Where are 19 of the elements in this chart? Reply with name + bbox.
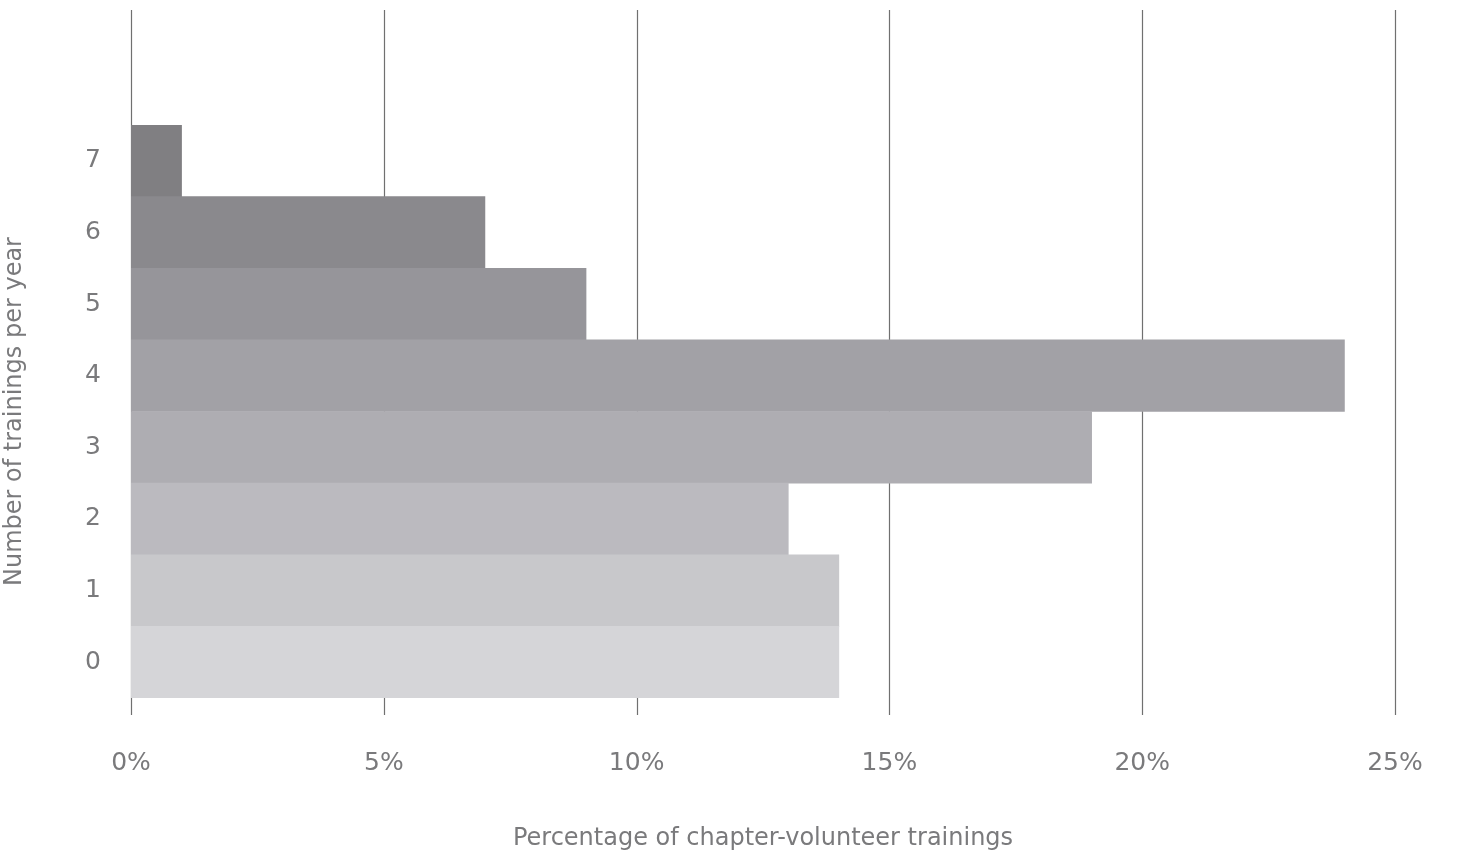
x-tick-label: 10% — [608, 746, 665, 776]
x-tick-label: 5% — [363, 746, 404, 776]
y-tick-label: 7 — [85, 144, 101, 174]
bar — [131, 482, 789, 556]
bar — [131, 554, 840, 627]
y-tick-label: 4 — [85, 359, 101, 389]
x-tick-label: 20% — [1114, 746, 1170, 776]
x-tick-label: 0% — [111, 746, 151, 776]
y-axis-title: Number of trainings per year — [0, 236, 27, 586]
x-axis-title: Percentage of chapter-volunteer trainings — [512, 822, 1014, 851]
y-tick-label: 1 — [85, 574, 101, 604]
y-tick-label: 2 — [85, 502, 101, 532]
x-tick-label: 15% — [861, 746, 918, 776]
y-tick-label: 3 — [85, 430, 101, 460]
x-tick-label: 25% — [1367, 746, 1423, 776]
y-tick-label: 5 — [85, 287, 101, 317]
y-tick-label: 6 — [85, 215, 101, 245]
y-tick-label: 0 — [85, 645, 101, 675]
bar — [131, 626, 840, 698]
